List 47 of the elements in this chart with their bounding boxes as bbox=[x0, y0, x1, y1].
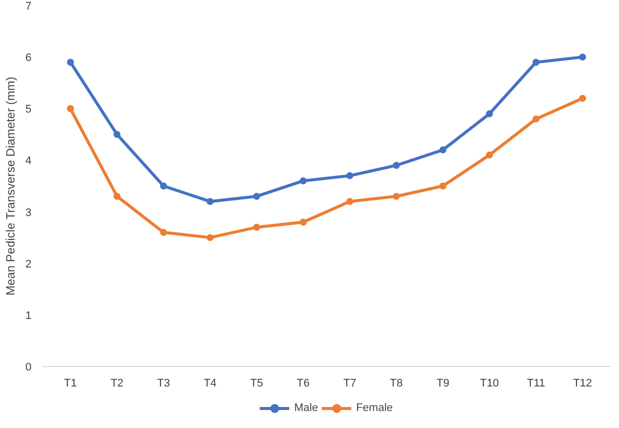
legend-label: Male bbox=[294, 402, 318, 414]
x-tick-label: T11 bbox=[526, 378, 546, 390]
point bbox=[346, 198, 354, 205]
point bbox=[206, 234, 214, 242]
point bbox=[300, 177, 307, 184]
y-tick-label: 3 bbox=[25, 206, 32, 219]
x-tick-label: T1 bbox=[64, 378, 77, 390]
point bbox=[392, 192, 400, 200]
point bbox=[532, 115, 540, 122]
point bbox=[253, 192, 260, 200]
x-tick-label: T5 bbox=[250, 378, 264, 390]
point bbox=[579, 54, 586, 61]
point bbox=[346, 172, 354, 180]
point bbox=[253, 224, 260, 231]
x-tick-label: T9 bbox=[436, 378, 450, 390]
y-tick-label: 6 bbox=[25, 52, 32, 64]
x-tick-label: T3 bbox=[157, 378, 170, 390]
x-tick-label: T7 bbox=[343, 378, 356, 390]
y-tick-label: 2 bbox=[25, 258, 32, 270]
y-axis-title: Mean Pedicle Transverse Diameter (mm) bbox=[3, 76, 18, 296]
point bbox=[160, 182, 168, 190]
point bbox=[439, 182, 446, 190]
point bbox=[160, 228, 168, 236]
point bbox=[113, 192, 120, 200]
point bbox=[486, 152, 493, 159]
point bbox=[392, 162, 400, 169]
y-tick-label: 4 bbox=[25, 155, 32, 168]
x-tick-label: T6 bbox=[296, 378, 310, 390]
point bbox=[206, 198, 214, 205]
y-tick-label: 0 bbox=[25, 362, 32, 374]
point bbox=[66, 58, 74, 66]
x-tick-label: T2 bbox=[110, 378, 124, 390]
y-tick-label: 7 bbox=[25, 0, 32, 12]
x-tick-label: T10 bbox=[480, 378, 499, 390]
point bbox=[486, 110, 493, 118]
point bbox=[300, 218, 307, 226]
legend-label: Female bbox=[356, 402, 393, 414]
point bbox=[113, 130, 120, 138]
x-tick-label: T4 bbox=[204, 378, 217, 390]
y-tick-label: 5 bbox=[25, 104, 32, 116]
y-tick-label: 1 bbox=[25, 310, 32, 322]
point bbox=[579, 94, 586, 102]
x-tick-label: T12 bbox=[573, 378, 592, 390]
x-tick-label: T8 bbox=[390, 378, 403, 390]
point bbox=[439, 146, 446, 154]
point bbox=[66, 105, 74, 112]
point bbox=[532, 58, 540, 66]
